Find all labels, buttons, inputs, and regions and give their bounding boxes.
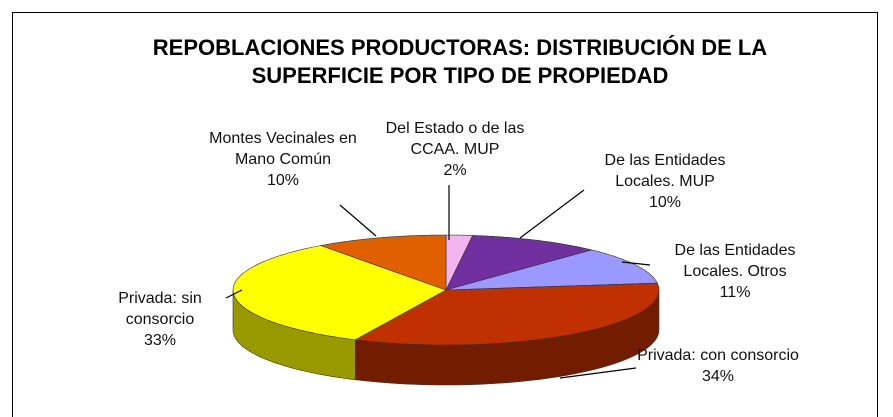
value-label: 10% xyxy=(266,172,300,189)
slice-label: De las Entidades Locales. MUP xyxy=(604,152,726,190)
value-label: 11% xyxy=(719,284,751,301)
value-label: 34% xyxy=(701,368,735,385)
leader-line xyxy=(225,289,243,299)
slice-label: Montes Vecinales en Mano Común xyxy=(209,130,357,168)
chart-frame xyxy=(12,12,878,417)
slice xyxy=(319,234,447,291)
leader-line xyxy=(519,189,585,239)
slice-label: Privada: sin consorcio xyxy=(118,290,202,328)
chart-title: REPOBLACIONES PRODUCTORAS: DISTRIBUCIÓN … xyxy=(152,35,768,88)
leader-line xyxy=(621,261,651,266)
value-label: 10% xyxy=(648,194,682,211)
slice xyxy=(445,235,592,291)
slice xyxy=(445,249,658,291)
slice-label: De las Entidades Locales. Otros xyxy=(674,242,796,280)
leader-line xyxy=(559,367,637,379)
slice-label: Del Estado o de las CCAA. MUP xyxy=(385,120,525,158)
value-label: 2% xyxy=(443,162,467,179)
slice xyxy=(354,282,660,346)
value-label: 33% xyxy=(143,332,177,349)
leader-line xyxy=(339,204,377,237)
slice xyxy=(232,245,447,341)
slice-label: Privada: con consorcio xyxy=(637,347,799,364)
leader-lines xyxy=(225,185,651,379)
